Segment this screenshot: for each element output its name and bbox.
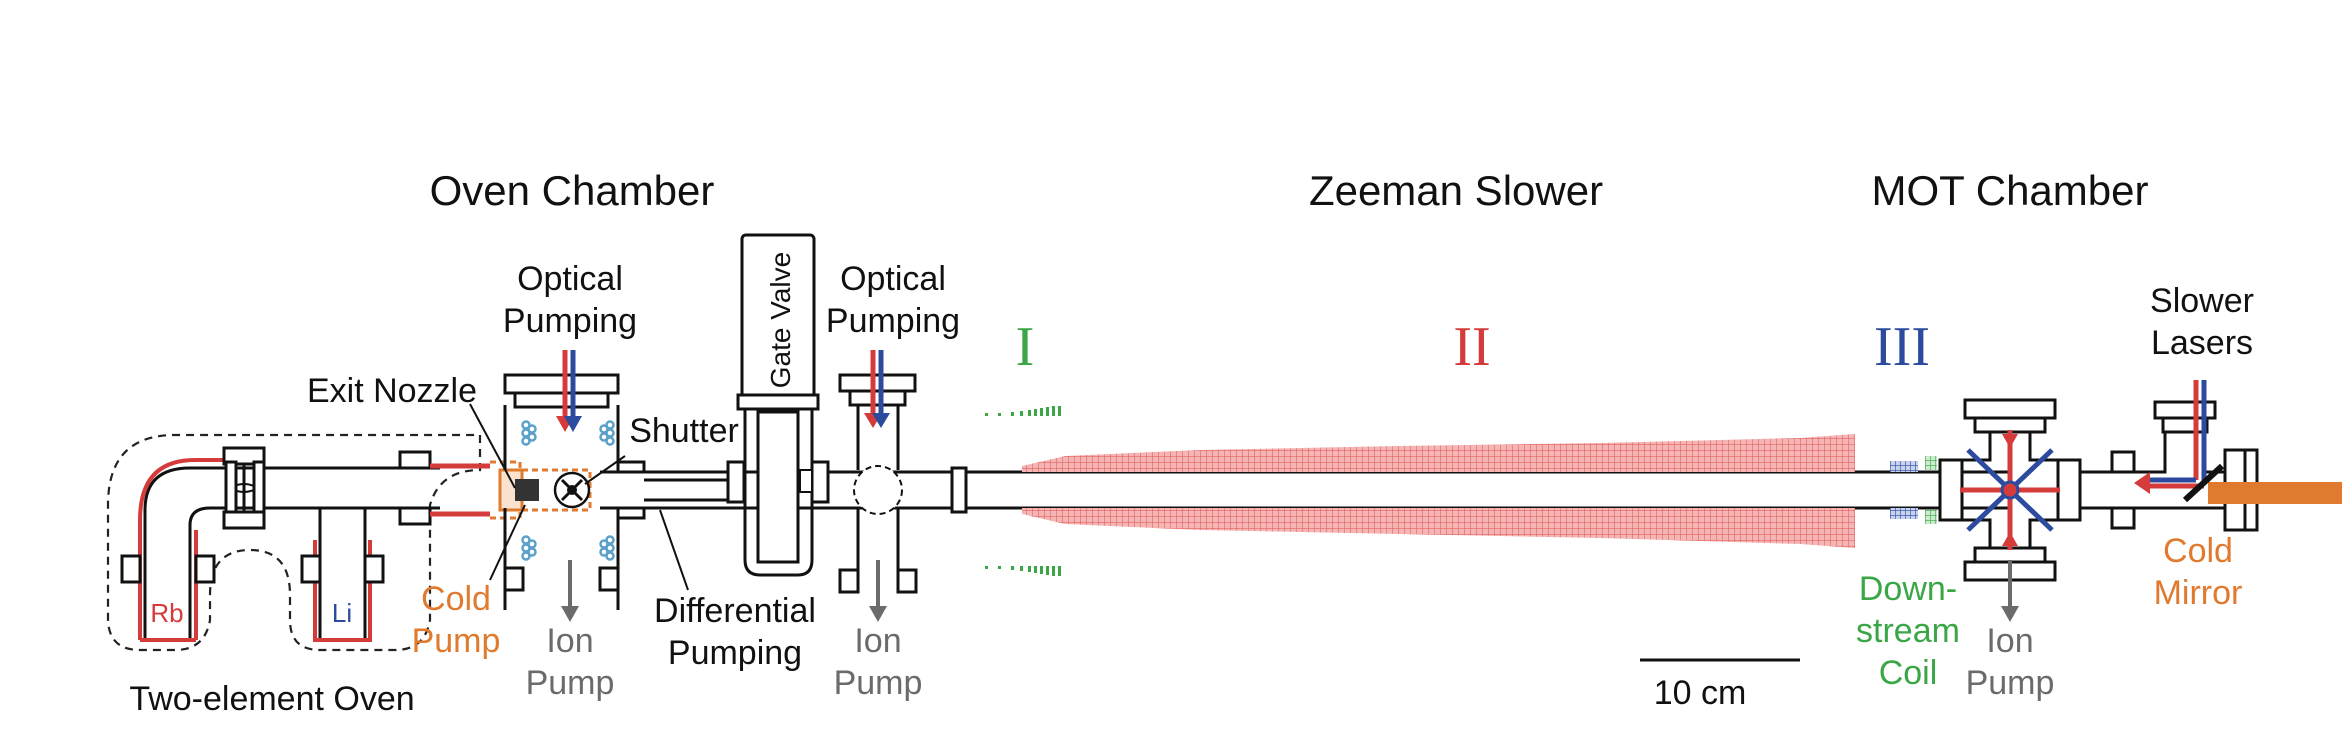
two-element-oven-label: Two-element Oven [129, 680, 414, 718]
optical-pumping-label-2: Optical [840, 260, 946, 298]
title-oven-chamber: Oven Chamber [430, 167, 715, 214]
rb-label: Rb [150, 598, 183, 628]
cold-pump-label-2: Pump [412, 622, 501, 660]
zeeman-slower-coils [985, 406, 1937, 576]
cold-mirror-label-1: Cold [2163, 532, 2233, 570]
differential-pumping-label-2: Pumping [668, 634, 802, 672]
oven-chamber [490, 350, 646, 622]
ion-pump-label-1b: Pump [526, 664, 615, 702]
cold-mirror-label-2: Mirror [2154, 574, 2243, 612]
scale-bar-label: 10 cm [1654, 674, 1747, 712]
mot-chamber [1938, 398, 2082, 622]
downstream-coil-label-1: Down- [1859, 570, 1957, 608]
slower-lasers-label-2: Lasers [2151, 324, 2253, 362]
li-label: Li [332, 598, 352, 628]
ion-pump-label-3b: Pump [1966, 664, 2055, 702]
optical-pumping-label-1: Optical [517, 260, 623, 298]
shutter-label: Shutter [629, 412, 739, 450]
gate-valve-label: Gate Valve [765, 252, 796, 388]
slower-lasers-label-1: Slower [2150, 282, 2254, 320]
title-mot-chamber: MOT Chamber [1872, 167, 2149, 214]
gate-valve [644, 233, 830, 577]
section-i-label: I [1016, 316, 1035, 378]
two-element-oven [106, 433, 490, 652]
title-zeeman-slower: Zeeman Slower [1309, 167, 1603, 214]
optical-pumping-label-1b: Pumping [503, 302, 637, 340]
ion-pump-label-3: Ion [1986, 622, 2033, 660]
optical-pumping-cross [838, 350, 968, 622]
ion-pump-label-2b: Pump [834, 664, 923, 702]
ion-pump-label-2: Ion [854, 622, 901, 660]
downstream-coil-label-2: stream [1856, 612, 1960, 650]
optical-pumping-label-2b: Pumping [826, 302, 960, 340]
slower-laser-section [2080, 380, 2342, 532]
differential-pumping-label-1: Differential [654, 592, 816, 630]
exit-nozzle-label: Exit Nozzle [307, 372, 477, 410]
section-ii-label: II [1453, 316, 1490, 378]
section-iii-label: III [1874, 316, 1930, 378]
downstream-coil-label-3: Coil [1879, 654, 1938, 692]
ion-pump-label-1: Ion [546, 622, 593, 660]
leader-lines [469, 403, 689, 591]
cold-pump-label-1: Cold [421, 580, 491, 618]
